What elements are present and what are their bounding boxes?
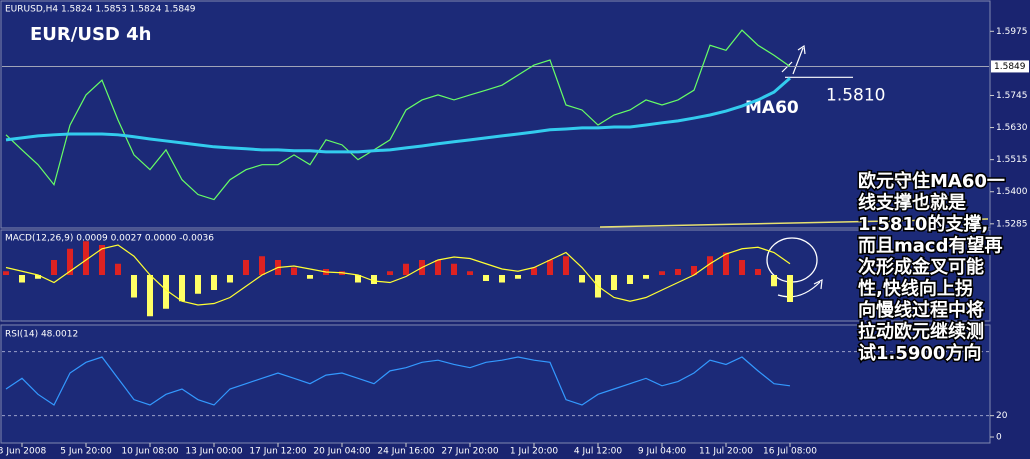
macd-bar bbox=[19, 275, 25, 283]
x-tick-label: 1 Jul 20:00 bbox=[510, 447, 559, 457]
macd-bar bbox=[771, 275, 777, 287]
macd-bar bbox=[99, 245, 105, 275]
x-tick-label: 5 Jun 20:00 bbox=[60, 447, 112, 457]
macd-bar bbox=[531, 267, 537, 275]
macd-bar bbox=[35, 275, 41, 279]
macd-bar bbox=[83, 241, 89, 275]
macd-bar bbox=[691, 266, 697, 275]
macd-bar bbox=[515, 275, 521, 279]
note-line: 性,快线向上拐 bbox=[858, 278, 973, 300]
note-line: 欧元守住MA60一 bbox=[858, 170, 1005, 192]
y-tick-label: 1.5975 bbox=[996, 27, 1028, 37]
macd-bar bbox=[355, 275, 361, 283]
macd-bar bbox=[131, 275, 137, 298]
series-line bbox=[5, 244, 791, 306]
y-tick-label: 1.5745 bbox=[996, 91, 1028, 101]
y-tick-label: 0 bbox=[996, 433, 1002, 443]
x-tick-label: 11 Jul 20:00 bbox=[699, 447, 753, 457]
y-tick-label: 1.5515 bbox=[996, 155, 1028, 165]
series-line bbox=[5, 77, 791, 154]
ma-label: MA60 bbox=[745, 98, 799, 118]
y-tick-label: 1.5630 bbox=[996, 123, 1028, 133]
macd-bar bbox=[259, 256, 265, 275]
macd-bar bbox=[115, 263, 121, 275]
last-price-box bbox=[991, 60, 1029, 73]
note-line: 1.5810的支撑, bbox=[858, 213, 988, 235]
y-tick-label: 20 bbox=[996, 411, 1008, 421]
macd-bar bbox=[787, 275, 793, 302]
note-line: 而且macd有望再 bbox=[858, 235, 1002, 257]
macd-bar bbox=[3, 271, 9, 275]
x-tick-label: 3 Jun 2008 bbox=[0, 447, 46, 457]
macd-bar bbox=[163, 275, 169, 309]
macd-bar bbox=[67, 248, 73, 275]
macd-bar bbox=[211, 275, 217, 290]
long-ma bbox=[599, 218, 989, 228]
chart-title: EUR/USD 4h bbox=[30, 24, 151, 45]
y-tick-label: 1.5285 bbox=[996, 219, 1028, 229]
macd-bar bbox=[371, 275, 377, 284]
macd-bar bbox=[483, 275, 489, 281]
macd-bar bbox=[467, 271, 473, 275]
note-line: 线支撑也就是 bbox=[858, 192, 966, 214]
macd-bar bbox=[195, 275, 201, 294]
macd-bar bbox=[659, 271, 665, 275]
macd-bar bbox=[755, 269, 761, 275]
macd-bar bbox=[147, 275, 153, 317]
x-tick-label: 17 Jun 12:00 bbox=[249, 447, 306, 457]
x-tick-label: 13 Jun 00:00 bbox=[185, 447, 242, 457]
macd-bar bbox=[723, 252, 729, 275]
rsi-header: RSI(14) 48.0012 bbox=[5, 330, 78, 340]
price-header: EURUSD,H4 1.5824 1.5853 1.5824 1.5849 bbox=[5, 5, 196, 15]
x-tick-label: 20 Jun 04:00 bbox=[313, 447, 370, 457]
cross-arrow bbox=[777, 278, 823, 298]
y-tick-label: 1.5400 bbox=[996, 187, 1028, 197]
series-line bbox=[5, 29, 791, 201]
macd-bar bbox=[179, 275, 185, 302]
up-arrow bbox=[781, 44, 806, 75]
macd-bar bbox=[675, 269, 681, 275]
price-panel bbox=[0, 0, 991, 229]
series-line bbox=[5, 356, 791, 406]
macd-bar bbox=[451, 263, 457, 275]
macd-bar bbox=[547, 260, 553, 275]
x-tick-label: 9 Jul 04:00 bbox=[638, 447, 687, 457]
note-line: 次形成金叉可能 bbox=[858, 256, 984, 278]
level-label: 1.5810 bbox=[826, 85, 885, 105]
macd-bar bbox=[563, 256, 569, 275]
macd-bar bbox=[227, 275, 233, 283]
macd-bar bbox=[403, 263, 409, 275]
macd-bar bbox=[387, 271, 393, 275]
x-tick-label: 27 Jun 20:00 bbox=[441, 447, 498, 457]
note-line: 向慢线过程中将 bbox=[858, 299, 984, 321]
macd-bar bbox=[579, 275, 585, 283]
macd-bar bbox=[707, 256, 713, 275]
macd-bar bbox=[627, 275, 633, 284]
x-tick-label: 4 Jul 12:00 bbox=[574, 447, 623, 457]
macd-bar bbox=[611, 275, 617, 290]
macd-bar bbox=[243, 260, 249, 275]
rsi-panel bbox=[0, 324, 991, 444]
note-line: 拉动欧元继续测 bbox=[858, 321, 984, 343]
macd-bar bbox=[643, 275, 649, 279]
macd-bar bbox=[435, 260, 441, 275]
note-line: 试1.5900方向 bbox=[858, 342, 981, 364]
x-tick-label: 16 Jul 08:00 bbox=[763, 447, 817, 457]
macd-bar bbox=[499, 275, 505, 283]
x-tick-label: 10 Jun 08:00 bbox=[121, 447, 178, 457]
macd-bar bbox=[291, 267, 297, 275]
x-tick-label: 24 Jun 16:00 bbox=[377, 447, 434, 457]
macd-bar bbox=[739, 260, 745, 275]
macd-bar bbox=[307, 275, 313, 279]
macd-bar bbox=[51, 260, 57, 275]
last-price-label: 1.5849 bbox=[994, 62, 1026, 72]
macd-header: MACD(12,26,9) 0.0009 0.0027 0.0000 -0.00… bbox=[5, 234, 214, 244]
